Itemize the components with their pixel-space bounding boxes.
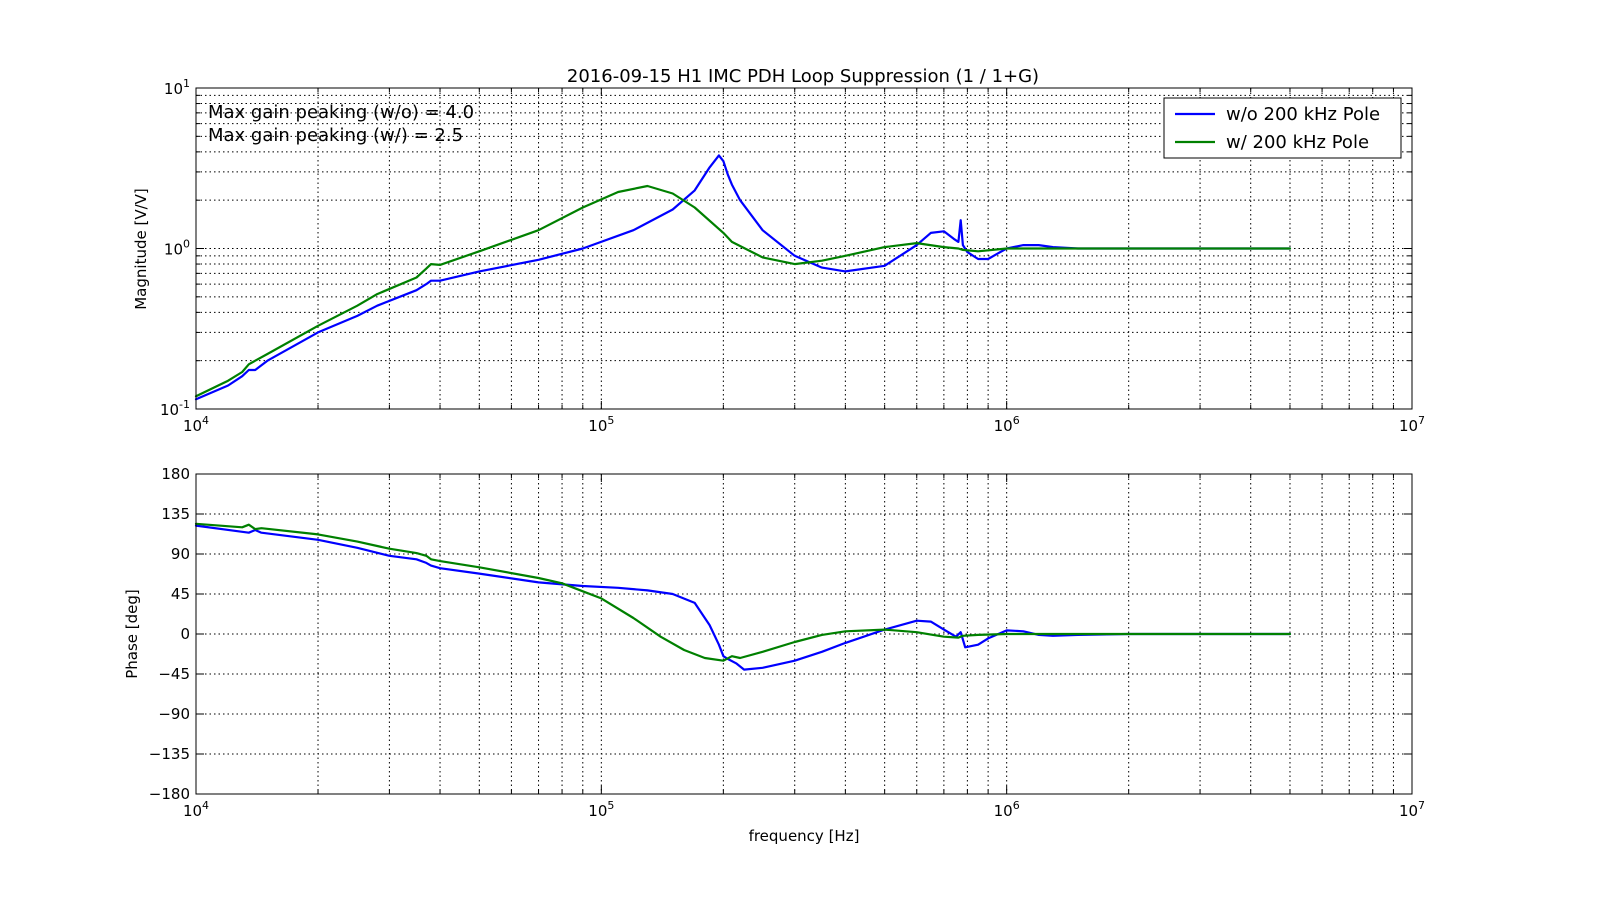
legend: w/o 200 kHz Pole w/ 200 kHz Pole: [1163, 97, 1402, 159]
magnitude-x-tick-label: 105: [588, 414, 614, 435]
phase-ticks: [195, 473, 1412, 795]
magnitude-x-tick-labels: 104 105 106 107: [183, 414, 1425, 435]
phase-y-tick-label: 180: [161, 465, 190, 483]
phase-x-tick-labels: 104 105 106 107: [183, 799, 1425, 820]
magnitude-ticks: [195, 88, 1412, 410]
phase-y-tick-label: 45: [171, 585, 190, 603]
magnitude-y-tick-label: 100: [164, 238, 190, 259]
phase-y-tick-label: −180: [149, 785, 190, 803]
phase-y-axis-label: Phase [deg]: [123, 589, 141, 679]
magnitude-series-line-w-pole: [194, 184, 1292, 398]
phase-x-tick-label: 106: [994, 799, 1020, 820]
phase-y-tick-label: 90: [171, 545, 190, 563]
phase-x-tick-label: 104: [183, 799, 209, 820]
phase-y-tick-label: 0: [180, 625, 190, 643]
phase-series-line-w-pole: [194, 522, 1292, 662]
phase-y-tick-label: −135: [149, 745, 190, 763]
magnitude-series-layer: [194, 154, 1292, 401]
phase-x-tick-label: 105: [588, 799, 614, 820]
legend-box: [1163, 97, 1402, 159]
phase-x-axis-label: frequency [Hz]: [749, 827, 860, 845]
legend-label-w-pole: w/ 200 kHz Pole: [1226, 132, 1369, 153]
phase-y-tick-label: 135: [161, 505, 190, 523]
magnitude-x-tick-label: 104: [183, 414, 209, 435]
phase-y-tick-label: −45: [158, 665, 190, 683]
magnitude-y-tick-label: 10-1: [160, 398, 190, 419]
magnitude-y-tick-labels: 10-1 100 101: [160, 77, 190, 419]
phase-y-tick-label: −90: [158, 705, 190, 723]
annotation-gain-peaking-w: Max gain peaking (w/) = 2.5: [208, 125, 463, 146]
phase-y-tick-labels: 180 135 90 45 0 −45 −90 −135 −180: [149, 465, 190, 803]
magnitude-x-tick-label: 107: [1399, 414, 1425, 435]
chart-title: 2016-09-15 H1 IMC PDH Loop Suppression (…: [567, 66, 1039, 87]
phase-series-layer: [194, 522, 1292, 671]
magnitude-grid: [196, 88, 1412, 409]
phase-x-tick-label: 107: [1399, 799, 1425, 820]
annotation-gain-peaking-wo: Max gain peaking (w/o) = 4.0: [208, 102, 474, 123]
magnitude-series-line-wo-pole: [194, 154, 1292, 401]
legend-label-wo-pole: w/o 200 kHz Pole: [1226, 104, 1380, 125]
magnitude-x-tick-label: 106: [994, 414, 1020, 435]
magnitude-y-tick-label: 101: [164, 77, 190, 98]
magnitude-y-axis-label: Magnitude [V/V]: [132, 188, 150, 310]
phase-plot: 104 105 106 107 180 135 90 45 0 −45 −90 −135 −180 P…: [123, 465, 1425, 845]
